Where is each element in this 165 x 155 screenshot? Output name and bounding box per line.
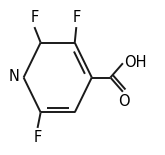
Text: F: F xyxy=(33,130,42,145)
Text: OH: OH xyxy=(124,55,147,70)
Text: O: O xyxy=(118,94,130,109)
Text: N: N xyxy=(9,69,20,84)
Text: F: F xyxy=(72,10,80,25)
Text: F: F xyxy=(30,10,39,25)
